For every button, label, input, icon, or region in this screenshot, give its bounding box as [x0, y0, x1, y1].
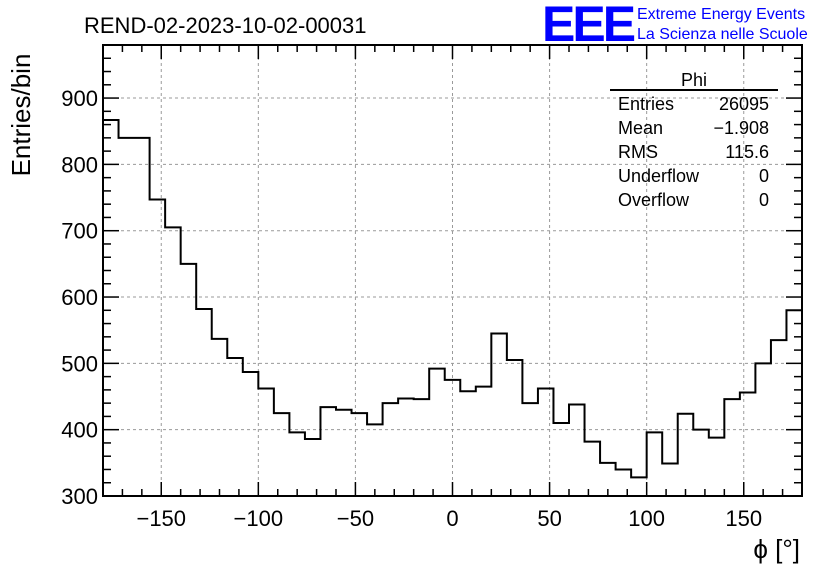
stats-label: Entries: [618, 94, 674, 114]
stats-label: Overflow: [618, 190, 690, 210]
x-tick-label: 150: [725, 506, 762, 531]
stats-value: 0: [759, 166, 769, 186]
y-tick-label: 300: [61, 484, 98, 509]
y-tick-label: 500: [61, 351, 98, 376]
y-tick-label: 900: [61, 86, 98, 111]
stats-value: 0: [759, 190, 769, 210]
stats-box: Phi Entries 26095 Mean −1.908 RMS 115.6 Underf…: [610, 70, 778, 210]
x-tick-label: −150: [136, 506, 186, 531]
stats-name: Phi: [681, 70, 707, 90]
y-tick-label: 800: [61, 152, 98, 177]
x-tick-label: 100: [628, 506, 665, 531]
histogram-series: [103, 118, 802, 479]
stats-rows: Entries 26095 Mean −1.908 RMS 115.6 Underflow 0…: [618, 94, 769, 210]
run-title: REND-02-2023-10-02-00031: [84, 13, 367, 38]
axis-ticks: [102, 44, 803, 497]
y-tick-label: 400: [61, 418, 98, 443]
grid-lines: [103, 45, 802, 497]
y-tick-label: 600: [61, 285, 98, 310]
stats-label: RMS: [618, 142, 658, 162]
eee-logo: EEE Extreme Energy Events La Scienza nel…: [542, 0, 808, 52]
logo-line-1: Extreme Energy Events: [637, 6, 805, 23]
x-tick-labels: −150 −100 −50 0 50 100 150: [136, 506, 762, 531]
stats-value: −1.908: [713, 118, 769, 138]
stats-label: Underflow: [618, 166, 700, 186]
x-tick-label: −50: [337, 506, 374, 531]
logo-line-2: La Scienza nelle Scuole: [637, 26, 808, 43]
stats-value: 26095: [719, 94, 769, 114]
y-tick-label: 700: [61, 219, 98, 244]
logo-mark: EEE: [542, 0, 635, 52]
x-axis-title: ϕ [°]: [753, 534, 800, 564]
x-tick-label: 0: [446, 506, 458, 531]
x-tick-label: 50: [537, 506, 561, 531]
stats-label: Mean: [618, 118, 663, 138]
x-tick-label: −100: [234, 506, 284, 531]
y-tick-labels: 300 400 500 600 700 800 900: [61, 86, 98, 509]
stats-value: 115.6: [725, 142, 769, 162]
y-axis-title: Entries/bin: [6, 54, 36, 177]
